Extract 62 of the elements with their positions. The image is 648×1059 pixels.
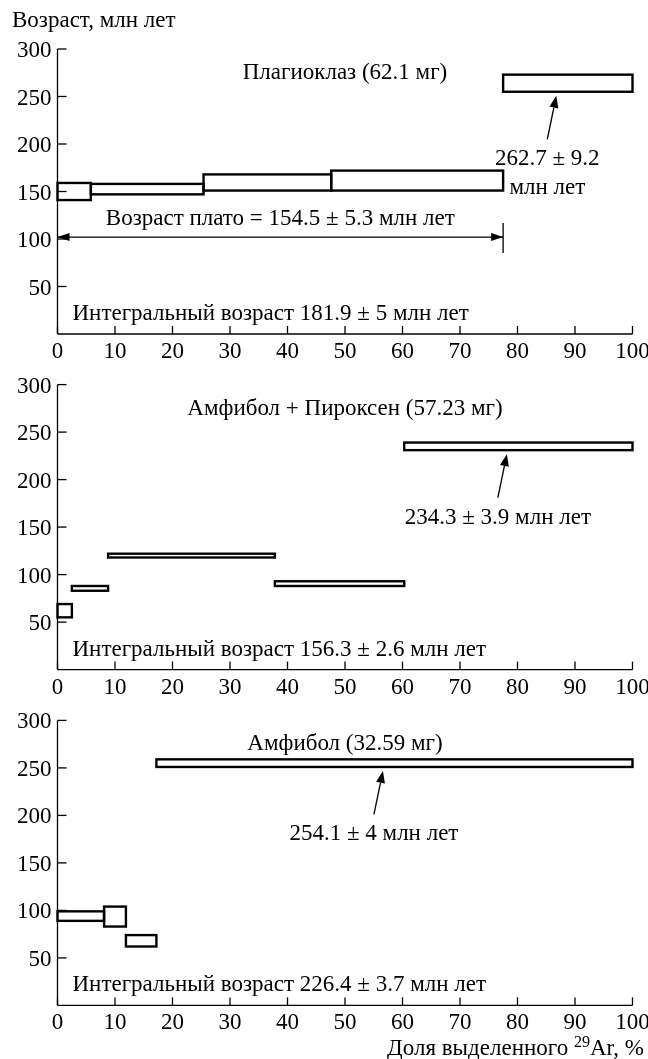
chart-title: Плагиоклаз (62.1 мг) <box>242 59 448 84</box>
x-tick-label: 40 <box>276 338 299 363</box>
x-tick-label: 20 <box>161 673 184 699</box>
y-tick-label: 100 <box>17 898 52 924</box>
x-tick-label: 10 <box>103 338 127 363</box>
x-tick-label: 0 <box>51 1009 64 1035</box>
y-tick-label: 250 <box>17 755 52 781</box>
annotation: 234.3 ± 3.9 млн лет <box>404 503 591 529</box>
y-tick-label: 50 <box>28 610 52 636</box>
annotation: Интегральный возраст 156.3 ± 2.6 млн лет <box>72 635 487 661</box>
y-tick-label: 200 <box>17 803 52 829</box>
annotation: Интегральный возраст 226.4 ± 3.7 млн лет <box>72 971 487 997</box>
y-tick-label: 300 <box>17 372 52 398</box>
y-tick-label: 200 <box>17 132 52 158</box>
annotation: Интегральный возраст 181.9 ± 5 млн лет <box>72 300 469 325</box>
x-tick-label: 10 <box>103 673 127 699</box>
x-tick-label: 80 <box>506 338 529 363</box>
chart-title: Амфибол (32.59 мг) <box>247 730 443 756</box>
annotation: Возраст плато = 154.5 ± 5.3 млн лет <box>105 205 455 231</box>
x-tick-label: 30 <box>218 1009 242 1035</box>
x-tick-label: 50 <box>333 338 357 363</box>
x-tick-label: 40 <box>276 1009 299 1035</box>
x-tick-label: 100 <box>615 338 648 363</box>
x-tick-label: 80 <box>506 673 529 699</box>
x-tick-label: 50 <box>333 1009 357 1035</box>
x-tick-label: 100 <box>615 673 648 699</box>
chart-title: Амфибол + Пироксен (57.23 мг) <box>187 394 503 420</box>
x-tick-label: 100 <box>615 1009 648 1035</box>
x-tick-label: 80 <box>506 1009 529 1035</box>
x-tick-label: 0 <box>51 338 64 363</box>
annotation: 262.7 ± 9.2 млн лет <box>495 145 600 199</box>
x-tick-label: 50 <box>333 673 357 699</box>
y-axis-title: Возраст, млн лет <box>12 7 176 32</box>
x-tick-label: 90 <box>563 338 587 363</box>
y-tick-label: 250 <box>17 420 52 446</box>
y-tick-label: 300 <box>17 708 52 734</box>
x-tick-label: 60 <box>391 673 414 699</box>
y-tick-label: 250 <box>17 84 52 110</box>
y-tick-label: 100 <box>17 562 52 588</box>
annotation: 254.1 ± 4 млн лет <box>289 820 459 846</box>
x-tick-label: 0 <box>51 673 64 699</box>
x-tick-label: 60 <box>391 1009 414 1035</box>
y-tick-label: 300 <box>17 37 52 63</box>
y-tick-label: 150 <box>17 850 52 876</box>
y-tick-label: 50 <box>28 274 52 300</box>
x-tick-label: 30 <box>218 338 242 363</box>
y-tick-label: 100 <box>17 227 52 253</box>
x-tick-label: 70 <box>448 673 472 699</box>
x-tick-label: 40 <box>276 673 299 699</box>
x-tick-label: 90 <box>563 1009 587 1035</box>
x-tick-label: 20 <box>161 338 184 363</box>
x-tick-label: 70 <box>448 1009 472 1035</box>
x-tick-label: 30 <box>218 673 242 699</box>
x-tick-label: 90 <box>563 673 587 699</box>
x-tick-label: 20 <box>161 1009 184 1035</box>
y-tick-label: 50 <box>28 945 52 971</box>
x-tick-label: 10 <box>103 1009 127 1035</box>
x-tick-label: 70 <box>448 338 472 363</box>
y-tick-label: 150 <box>17 515 52 541</box>
y-tick-label: 200 <box>17 467 52 493</box>
x-tick-label: 60 <box>391 338 414 363</box>
y-tick-label: 150 <box>17 179 52 205</box>
